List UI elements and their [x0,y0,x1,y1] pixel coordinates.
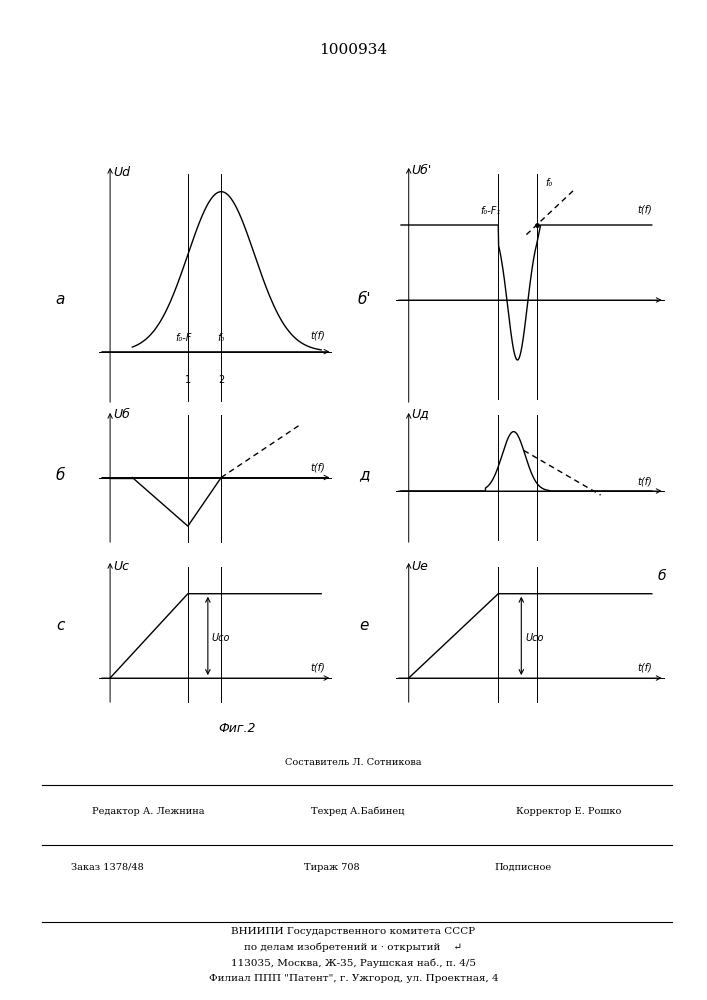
Text: Подписное: Подписное [495,863,552,872]
Text: t(f): t(f) [637,663,652,673]
Text: Uco: Uco [211,633,230,643]
Text: t(f): t(f) [311,663,326,673]
Text: f₀-F₁: f₀-F₁ [481,207,501,217]
Text: е: е [359,617,369,633]
Text: б: б [658,569,666,583]
Text: а: а [55,292,65,308]
Text: Uб': Uб' [411,164,431,177]
Text: Составитель Л. Сотникова: Составитель Л. Сотникова [285,758,422,767]
Text: Корректор Е. Рошко: Корректор Е. Рошко [516,806,621,816]
Text: Техред А.Бабинец: Техред А.Бабинец [311,806,404,816]
Text: 1: 1 [185,375,191,385]
Text: 113035, Москва, Ж-35, Раушская наб., п. 4/5: 113035, Москва, Ж-35, Раушская наб., п. … [231,959,476,968]
Text: Ud: Ud [113,166,130,179]
Text: Uд: Uд [411,407,429,420]
Text: с: с [56,617,64,633]
Text: 1000934: 1000934 [320,43,387,57]
Text: Uc: Uc [113,560,129,573]
Text: f₀: f₀ [218,333,225,343]
Text: Тираж 708: Тираж 708 [304,863,360,872]
Text: t(f): t(f) [637,205,652,215]
Text: б: б [55,468,65,483]
Text: Uco: Uco [525,633,544,643]
Text: t(f): t(f) [311,463,326,473]
Text: f₀: f₀ [546,178,553,188]
Text: t(f): t(f) [637,476,652,486]
Text: Филиал ППП "Патент", г. Ужгород, ул. Проектная, 4: Филиал ППП "Патент", г. Ужгород, ул. Про… [209,974,498,983]
Text: по делам изобретений и · открытий    ↵: по делам изобретений и · открытий ↵ [245,943,462,952]
Text: ВНИИПИ Государственного комитета СССР: ВНИИПИ Государственного комитета СССР [231,927,476,936]
Text: 2: 2 [218,375,224,385]
Text: Фиг.2: Фиг.2 [218,722,256,735]
Text: f₀-F: f₀-F [175,333,192,343]
Text: б': б' [357,292,371,308]
Text: Редактор А. Лежнина: Редактор А. Лежнина [92,806,204,816]
Text: Заказ 1378/48: Заказ 1378/48 [71,863,144,872]
Text: д: д [359,468,369,483]
Text: t(f): t(f) [311,330,326,340]
Text: Uб: Uб [113,408,130,421]
Text: Uе: Uе [411,560,428,573]
